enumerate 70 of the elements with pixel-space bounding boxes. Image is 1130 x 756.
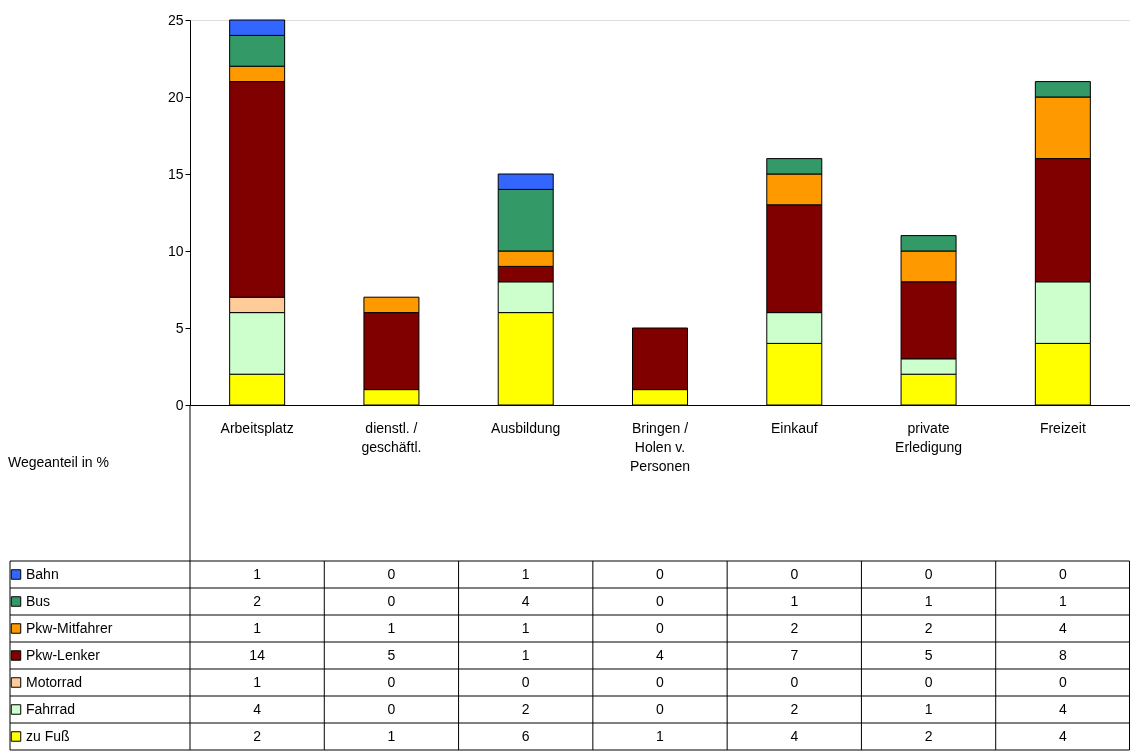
data-label: 2 — [521, 700, 530, 717]
data-label: 2 — [924, 619, 933, 636]
y-tick-label: 20 — [167, 88, 184, 105]
data-label: 1 — [521, 619, 530, 636]
data-label: 4 — [1058, 619, 1067, 636]
data-label: 4 — [790, 727, 799, 744]
legend-label: Bus — [26, 592, 51, 609]
data-label: 1 — [1058, 592, 1067, 609]
y-tick-label: 0 — [175, 396, 184, 413]
x-tick-label: private Erledigung — [895, 419, 963, 455]
data-label: 0 — [387, 700, 396, 717]
data-label: 1 — [656, 727, 665, 744]
data-label: 4 — [1058, 727, 1067, 744]
data-label: 7 — [790, 646, 799, 663]
data-label: 4 — [1058, 700, 1067, 717]
data-label: 0 — [387, 673, 396, 690]
legend-label: Pkw-Lenker — [26, 646, 101, 663]
data-label: 1 — [387, 619, 396, 636]
x-tick-label: Einkauf — [770, 419, 818, 436]
x-tick-label: Arbeitsplatz — [220, 419, 294, 436]
data-label: 0 — [656, 673, 665, 690]
data-label: 0 — [656, 565, 665, 582]
data-label: 8 — [1058, 646, 1067, 663]
x-tick-label: dienstl. / geschäftl. — [361, 419, 422, 455]
data-label: 1 — [253, 565, 262, 582]
data-label: 5 — [387, 646, 396, 663]
data-label: 2 — [790, 700, 799, 717]
data-label: 0 — [790, 673, 799, 690]
data-label: 0 — [656, 592, 665, 609]
data-label: 2 — [790, 619, 799, 636]
data-label: 1 — [387, 727, 396, 744]
y-tick-label: 15 — [167, 165, 184, 182]
data-label: 4 — [656, 646, 665, 663]
data-label: 1 — [924, 592, 933, 609]
data-label: 0 — [387, 592, 396, 609]
data-label: 0 — [521, 673, 530, 690]
data-label: 4 — [521, 592, 530, 609]
data-label: 0 — [387, 565, 396, 582]
data-label: 0 — [1058, 673, 1067, 690]
legend-label: Fahrrad — [26, 700, 76, 717]
data-label: 1 — [521, 565, 530, 582]
x-tick-label: Freizeit — [1039, 419, 1086, 436]
data-label: 0 — [1058, 565, 1067, 582]
legend-label: Motorrad — [26, 673, 83, 690]
y-tick-label: 25 — [167, 11, 184, 28]
data-label: 0 — [924, 673, 933, 690]
data-label: 6 — [521, 727, 530, 744]
y-tick-label: 10 — [167, 242, 184, 259]
data-label: 2 — [253, 592, 262, 609]
data-label: 4 — [253, 700, 262, 717]
x-tick-label: Bringen / Holen v. Personen — [630, 419, 690, 474]
x-tick-label: Ausbildung — [491, 419, 561, 436]
data-label: 2 — [924, 727, 933, 744]
data-label: 0 — [790, 565, 799, 582]
legend-label: zu Fuß — [26, 727, 70, 744]
data-label: 1 — [253, 673, 262, 690]
data-label: 14 — [249, 646, 266, 663]
data-label: 0 — [924, 565, 933, 582]
legend-label: Bahn — [26, 565, 59, 582]
y-tick-label: 5 — [175, 319, 184, 336]
data-label: 2 — [253, 727, 262, 744]
data-label: 0 — [656, 619, 665, 636]
y-axis-title: Wegeanteil in % — [8, 454, 109, 470]
data-label: 1 — [521, 646, 530, 663]
data-label: 1 — [924, 700, 933, 717]
data-label: 1 — [253, 619, 262, 636]
data-label: 1 — [790, 592, 799, 609]
data-label: 5 — [924, 646, 933, 663]
data-label: 0 — [656, 700, 665, 717]
legend-label: Pkw-Mitfahrer — [26, 619, 113, 636]
